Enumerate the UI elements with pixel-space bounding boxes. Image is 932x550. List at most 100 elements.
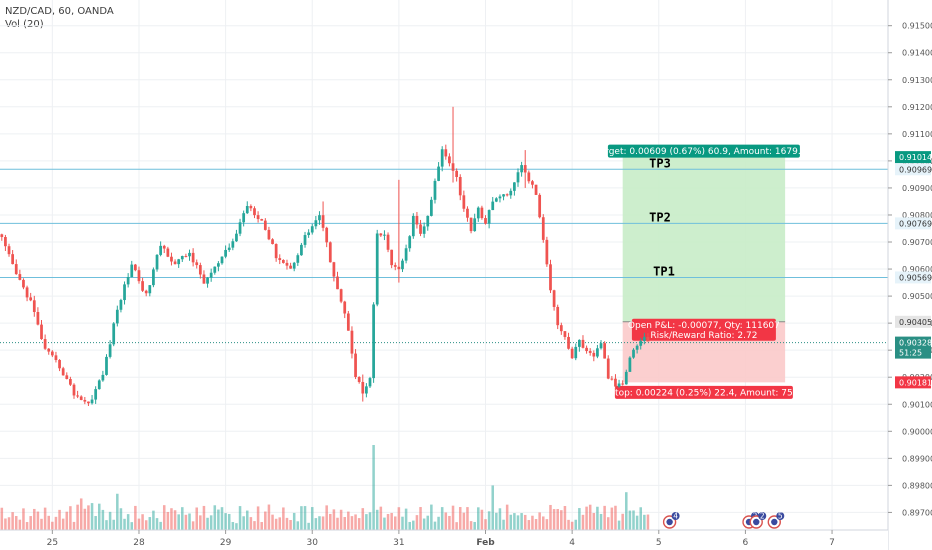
volume-bar [343, 517, 346, 530]
volume-bar [217, 509, 220, 530]
candle [480, 205, 484, 220]
candle-body [487, 210, 491, 224]
tp-label-tp1: TP1 [653, 264, 675, 278]
candle-body [173, 261, 177, 265]
candle-body [267, 229, 271, 240]
volume-bar [527, 520, 531, 530]
volume-bar [137, 518, 141, 530]
candle-body [379, 233, 383, 236]
candle [513, 182, 516, 196]
volume-bar [76, 504, 79, 530]
candle [567, 332, 570, 350]
candle-body [494, 198, 498, 202]
candle [444, 144, 448, 160]
volume-bar [404, 508, 408, 530]
event-markers[interactable]: 4225 [662, 512, 785, 529]
volume-bar [238, 506, 242, 530]
candle-body [567, 336, 570, 349]
candle-body [14, 264, 18, 275]
candle [491, 196, 495, 211]
volume-bar [54, 516, 58, 530]
candle-body [227, 247, 231, 250]
candle-body [321, 215, 325, 228]
candle [220, 256, 224, 265]
candle [101, 370, 105, 382]
candle-body [271, 239, 274, 245]
candle-body [361, 381, 365, 394]
chart-legend: NZD/CAD, 60, OANDA Vol (20) [5, 5, 114, 31]
candle [549, 259, 552, 294]
candle-body [65, 375, 69, 380]
candle-body [513, 182, 516, 191]
candle-body [123, 284, 126, 301]
candle [263, 218, 267, 231]
candle-body [188, 252, 191, 257]
candle [94, 386, 98, 404]
candle [476, 206, 480, 222]
volume-bar [520, 513, 523, 530]
price-axis[interactable]: 0.91500 0.91400 0.91300 0.91200 0.91100 0.910… [887, 0, 932, 550]
volume-bar [368, 512, 372, 530]
volume-bar [347, 511, 350, 530]
candle-body [570, 348, 574, 359]
volume-bar [274, 518, 278, 530]
candle-body [11, 254, 15, 265]
volume-title[interactable]: Vol (20) [5, 19, 44, 30]
candle [487, 209, 491, 229]
volume-bar [4, 518, 7, 530]
candle-body [411, 215, 415, 237]
volume-bar [639, 507, 642, 530]
candle-body [346, 313, 350, 331]
calendar-event-icon: 4 [662, 512, 680, 529]
take-profit-levels[interactable]: TP3 TP2 TP1 [0, 156, 888, 344]
volume-bar [643, 514, 646, 530]
candle [581, 335, 585, 349]
candle-body [29, 297, 33, 301]
volume-bar [469, 521, 473, 530]
volume-bar [570, 521, 574, 530]
volume-bar [339, 509, 343, 530]
volume-bar [433, 521, 437, 530]
candle-body [556, 306, 560, 326]
volume-bar [491, 485, 494, 530]
volume-bar [267, 504, 271, 530]
candle [354, 349, 357, 380]
candle-body [350, 330, 354, 354]
candle-body [383, 234, 386, 236]
candle [339, 288, 343, 304]
candle [448, 153, 451, 167]
long-position-tool[interactable]: Target: 0.00609 (0.67%) 60.9, Amount: 16… [595, 144, 813, 399]
candle-body [0, 234, 4, 238]
candle-body [238, 222, 242, 234]
volume-bar [354, 514, 357, 530]
volume-bar [357, 518, 361, 530]
candle [170, 252, 173, 266]
volume-bar [47, 515, 50, 530]
candle-body [545, 239, 549, 265]
candle [148, 285, 152, 297]
symbol-title[interactable]: NZD/CAD, 60, OANDA [5, 6, 114, 17]
volume-bar [202, 505, 206, 530]
candle-body [119, 300, 123, 310]
candle-body [603, 343, 607, 359]
volume-bar [495, 512, 498, 530]
candle-body [50, 351, 54, 356]
candle [166, 246, 170, 258]
event-count-badge [758, 512, 767, 520]
volume-bar [177, 514, 180, 530]
volume-bar [386, 513, 390, 530]
time-axis[interactable]: 25 28 29 30 31 Feb 4 5 6 7 [0, 529, 888, 550]
candle-body [440, 149, 444, 167]
volume-bar [516, 515, 520, 530]
candle-body [437, 166, 440, 181]
volume-bar [487, 511, 491, 530]
volume-bar [36, 511, 40, 530]
candle [202, 270, 206, 284]
volume-bar [444, 512, 448, 530]
stop-label-text: Stop: 0.00224 (0.25%) 22.4, Amount: 750 [609, 388, 798, 398]
candle-body [509, 190, 513, 196]
volume-bar [18, 519, 22, 530]
stop-label: Stop: 0.00224 (0.25%) 22.4, Amount: 750 [609, 385, 799, 399]
volume-bar [119, 508, 123, 530]
